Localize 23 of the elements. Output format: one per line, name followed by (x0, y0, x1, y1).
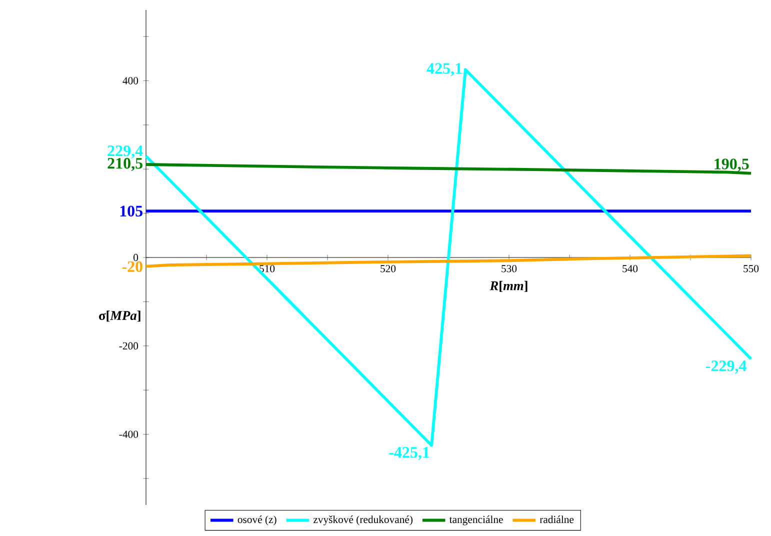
data-label: -425,1 (389, 446, 430, 460)
data-label: 105 (120, 206, 142, 216)
y-tick-label: 400 (122, 77, 138, 84)
data-label: -229,4 (706, 360, 746, 374)
legend-label: zvyškové (redukované) (313, 516, 413, 526)
legend-label: radiálne (540, 516, 574, 524)
data-label: 190,5 (714, 158, 749, 172)
x-tick-label: 540 (622, 265, 638, 272)
data-label: -20 (122, 261, 142, 272)
x-tick-label: 550 (744, 265, 759, 272)
data-label: 210,5 (108, 158, 142, 172)
y-tick-label: -200 (119, 342, 138, 350)
y-axis-title: σ[MPa] (98, 310, 140, 322)
x-axis-title: R[mm] (490, 280, 528, 292)
data-label: 425,1 (426, 63, 462, 76)
y-tick-label: -400 (119, 430, 138, 438)
data-label: 229,4 (108, 145, 143, 159)
legend-label: osové (z) (238, 516, 276, 526)
y-tick-label: 0 (134, 254, 138, 262)
x-tick-label: 520 (380, 265, 396, 272)
x-tick-label: 530 (502, 265, 517, 272)
x-tick-label: 510 (260, 265, 275, 272)
legend-label: tangenciálne (449, 516, 503, 526)
